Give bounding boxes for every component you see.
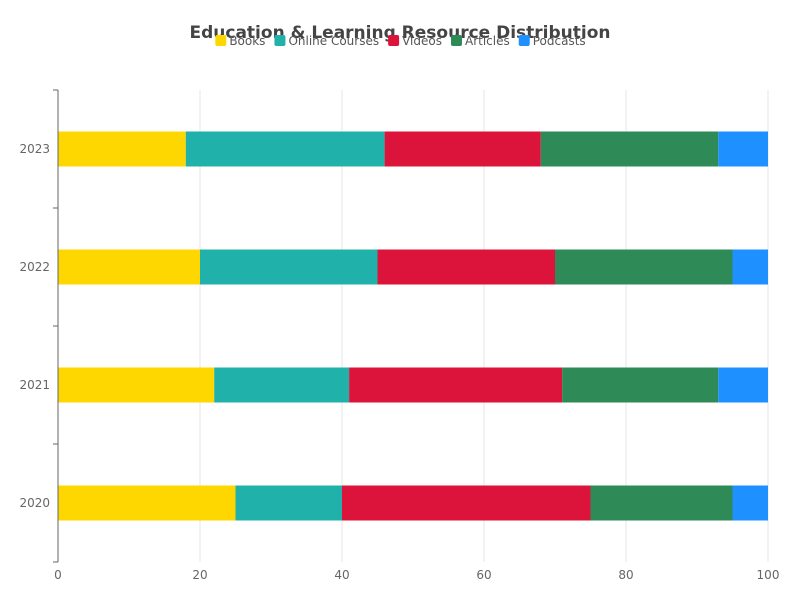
axes: 2020 2021 2022 2023 0 20 40 60 80 100 bbox=[19, 89, 780, 582]
x-tick-label: 100 bbox=[757, 568, 780, 582]
bars bbox=[58, 131, 768, 521]
bar-videos-2020 bbox=[342, 485, 591, 521]
legend-label: Books bbox=[229, 34, 265, 48]
legend-label: Articles bbox=[465, 34, 510, 48]
y-tick-label: 2020 bbox=[19, 496, 50, 510]
bar-online-courses-2022 bbox=[200, 249, 378, 285]
bar-books-2021 bbox=[58, 367, 215, 403]
legend-swatch bbox=[450, 35, 462, 46]
legend-swatch bbox=[518, 35, 530, 46]
legend-swatch bbox=[388, 35, 400, 46]
y-tick-label: 2023 bbox=[19, 142, 50, 156]
bar-podcasts-2022 bbox=[732, 249, 768, 285]
legend-swatch bbox=[215, 35, 227, 46]
bar-books-2020 bbox=[58, 485, 236, 521]
legend-label: Podcasts bbox=[533, 34, 586, 48]
bar-videos-2022 bbox=[377, 249, 555, 285]
x-tick-label: 40 bbox=[334, 568, 349, 582]
legend-label: Online Courses bbox=[288, 34, 379, 48]
bar-videos-2021 bbox=[349, 367, 563, 403]
bar-books-2022 bbox=[58, 249, 200, 285]
x-tick-label: 0 bbox=[54, 568, 62, 582]
legend-item[interactable]: Articles bbox=[450, 34, 510, 48]
bar-online-courses-2023 bbox=[185, 131, 385, 167]
x-tick-label: 60 bbox=[476, 568, 491, 582]
bar-articles-2023 bbox=[540, 131, 719, 167]
grid-lines bbox=[199, 90, 769, 562]
bar-books-2023 bbox=[58, 131, 186, 167]
y-tick-label: 2021 bbox=[19, 378, 50, 392]
legend-item[interactable]: Podcasts bbox=[518, 34, 586, 48]
legend-swatch bbox=[274, 35, 286, 46]
chart-title: Education & Learning Resource Distributi… bbox=[190, 23, 611, 43]
bar-podcasts-2023 bbox=[718, 131, 768, 167]
x-tick-label: 20 bbox=[192, 568, 207, 582]
legend-item[interactable]: Online Courses bbox=[274, 34, 379, 48]
bar-online-courses-2021 bbox=[214, 367, 350, 403]
bar-online-courses-2020 bbox=[235, 485, 342, 521]
x-tick-label: 80 bbox=[618, 568, 633, 582]
bar-articles-2022 bbox=[555, 249, 733, 285]
legend-item[interactable]: Videos bbox=[388, 34, 442, 48]
y-tick-label: 2022 bbox=[19, 260, 50, 274]
bar-videos-2023 bbox=[384, 131, 541, 167]
bar-podcasts-2021 bbox=[718, 367, 768, 403]
bar-articles-2020 bbox=[590, 485, 733, 521]
legend-item[interactable]: Books bbox=[215, 34, 265, 48]
bar-articles-2021 bbox=[562, 367, 719, 403]
bar-podcasts-2020 bbox=[732, 485, 768, 521]
legend-label: Videos bbox=[402, 34, 442, 48]
legend: Books Online Courses Videos Articles Podcast… bbox=[215, 34, 586, 48]
